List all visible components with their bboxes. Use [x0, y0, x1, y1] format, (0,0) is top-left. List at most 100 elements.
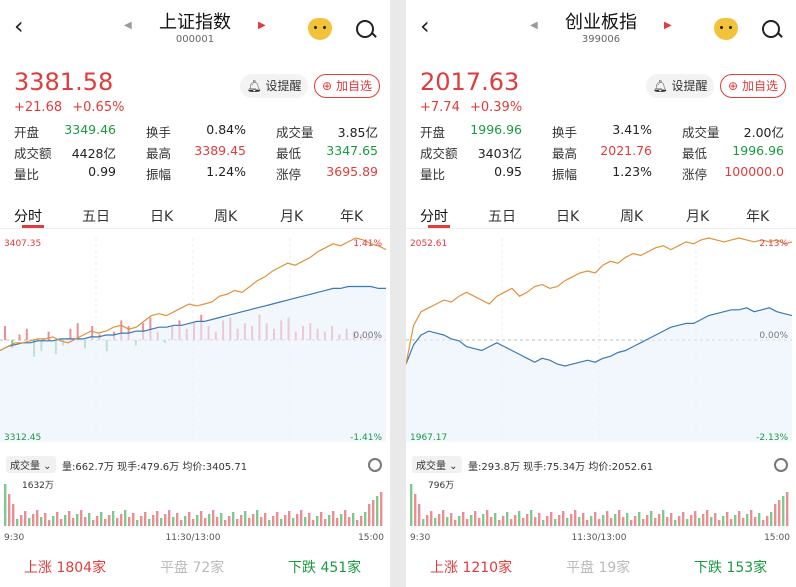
- volume-bar: [558, 515, 561, 526]
- chart-tabs: 分时 五日 日K 周K 月K 年K: [406, 200, 796, 229]
- tab-5[interactable]: 年K: [746, 209, 770, 225]
- next-arrow-icon[interactable]: ▶: [258, 20, 266, 31]
- unchanged-label: 平盘: [160, 560, 188, 576]
- intraday-chart[interactable]: 2052.61 1967.17 2.13% 0.00% -2.13%: [406, 232, 796, 452]
- volume-bar: [348, 517, 351, 526]
- settings-gear-icon[interactable]: [774, 458, 788, 472]
- tab-0[interactable]: 分时: [420, 209, 448, 225]
- volume-bar: [494, 513, 497, 526]
- avg-area: [406, 307, 792, 442]
- volume-bar: [770, 512, 773, 526]
- unchanged-count: 72家: [192, 560, 225, 576]
- y-max-label: 2052.61: [410, 239, 447, 249]
- volume-bar: [220, 513, 223, 526]
- volume-bar: [8, 494, 11, 526]
- volume-bar: [204, 518, 207, 526]
- mascot-icon[interactable]: [714, 18, 738, 40]
- volume-max-label: 796万: [428, 481, 454, 491]
- volume-bar: [650, 511, 653, 526]
- tab-3[interactable]: 周K: [214, 209, 238, 225]
- volume-bar: [380, 492, 383, 526]
- stat-label: 振幅: [146, 167, 172, 182]
- stat-value: 0.95: [494, 164, 522, 179]
- active-tab-underline: [22, 225, 44, 228]
- volume-bar: [670, 513, 673, 526]
- volume-bar: [602, 515, 605, 526]
- volume-bar: [546, 516, 549, 526]
- stat-value: 0.84%: [206, 122, 246, 137]
- volume-bar: [510, 519, 513, 526]
- add-watchlist-button[interactable]: ⊕ 加自选: [720, 74, 786, 98]
- stat-value: 3403亿: [477, 146, 522, 161]
- volume-bar: [296, 514, 299, 526]
- volume-bar: [212, 510, 215, 526]
- search-icon[interactable]: [356, 20, 374, 38]
- volume-bar: [76, 514, 79, 526]
- volume-bar: [606, 511, 609, 526]
- volume-bar: [562, 511, 565, 526]
- volume-bar: [284, 515, 287, 526]
- stat-value: 2021.76: [600, 143, 652, 158]
- volume-bar: [434, 518, 437, 526]
- volume-bar: [634, 516, 637, 526]
- tab-1[interactable]: 五日: [82, 209, 110, 225]
- breadth-bar: [149, 317, 152, 340]
- volume-bar: [534, 517, 537, 526]
- add-watchlist-button[interactable]: ⊕ 加自选: [314, 74, 380, 98]
- volume-bar: [156, 511, 159, 526]
- time-axis-label: 11:30/13:00: [572, 533, 627, 543]
- change-percent: +0.65%: [72, 100, 125, 115]
- stat-value: 100000.0: [724, 164, 784, 179]
- tab-0[interactable]: 分时: [14, 209, 42, 225]
- stat-value: 2.00亿: [743, 125, 784, 140]
- volume-selector[interactable]: 成交量 ⌄: [412, 456, 462, 473]
- volume-info: 量:293.8万 现手:75.34万 均价:2052.61: [468, 462, 654, 473]
- tab-4[interactable]: 月K: [686, 209, 710, 225]
- add-watchlist-label: 加自选: [741, 79, 778, 93]
- volume-bar: [68, 511, 71, 526]
- mascot-icon[interactable]: [308, 18, 332, 40]
- back-icon[interactable]: ‹: [14, 12, 24, 40]
- volume-bar: [332, 511, 335, 526]
- tab-3[interactable]: 周K: [620, 209, 644, 225]
- tab-5[interactable]: 年K: [340, 209, 364, 225]
- volume-bar: [518, 511, 521, 526]
- volume-bar: [20, 515, 23, 526]
- set-reminder-button[interactable]: 🔔︎ 设提醒: [240, 74, 308, 98]
- set-reminder-button[interactable]: 🔔︎ 设提醒: [646, 74, 714, 98]
- stat-value: 3.85亿: [337, 125, 378, 140]
- prev-arrow-icon[interactable]: ◀: [124, 20, 132, 31]
- volume-bar: [136, 520, 139, 526]
- volume-selector[interactable]: 成交量 ⌄: [6, 456, 56, 473]
- breadth-bar: [18, 334, 21, 340]
- intraday-chart[interactable]: 3407.35 3312.45 1.41% 0.00% -1.41%: [0, 232, 390, 452]
- volume-bar: [674, 520, 677, 526]
- volume-bar: [574, 510, 577, 526]
- next-arrow-icon[interactable]: ▶: [664, 20, 672, 31]
- tab-2[interactable]: 日K: [150, 209, 174, 225]
- tab-4[interactable]: 月K: [280, 209, 304, 225]
- plus-icon: ⊕: [322, 79, 333, 93]
- tab-2[interactable]: 日K: [556, 209, 580, 225]
- volume-bar: [526, 514, 529, 526]
- tab-1[interactable]: 五日: [488, 209, 516, 225]
- volume-bar: [482, 514, 485, 526]
- search-icon[interactable]: [762, 20, 780, 38]
- volume-bar: [72, 518, 75, 526]
- settings-gear-icon[interactable]: [368, 458, 382, 472]
- stats-row: 开盘 1996.96 换手 3.41% 成交量 2.00亿: [420, 122, 788, 143]
- prev-arrow-icon[interactable]: ◀: [530, 20, 538, 31]
- add-watchlist-label: 加自选: [335, 79, 372, 93]
- volume-selector-label: 成交量: [416, 461, 446, 472]
- header: ‹ ◀ 上证指数 000001 ▶: [0, 0, 390, 52]
- back-icon[interactable]: ‹: [420, 12, 430, 40]
- last-price: 3381.58: [14, 68, 114, 96]
- stats-row: 成交额 3403亿 最高 2021.76 最低 1996.96: [420, 143, 788, 164]
- volume-bar: [486, 510, 489, 526]
- volume-bar: [726, 512, 729, 526]
- volume-bar: [754, 517, 757, 526]
- volume-bar: [762, 520, 765, 526]
- stat-label: 最高: [146, 146, 172, 161]
- volume-bar: [24, 511, 27, 526]
- volume-bar: [120, 514, 123, 526]
